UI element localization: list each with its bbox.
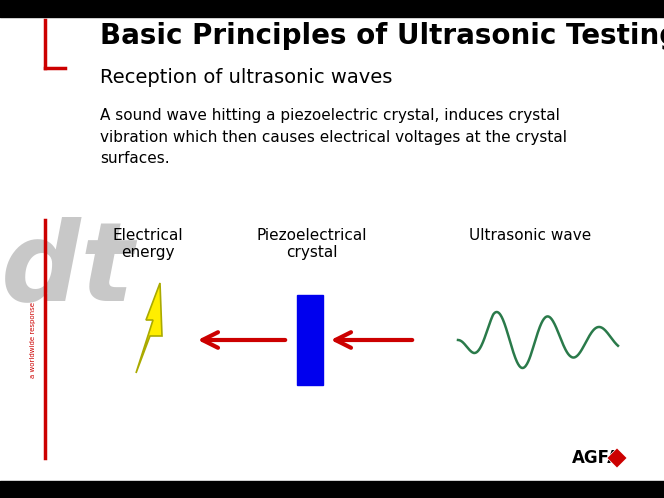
Text: Krautkramer NDT: Krautkramer NDT [277, 484, 387, 497]
Polygon shape [607, 448, 627, 468]
Text: Electrical
energy: Electrical energy [113, 228, 183, 260]
Text: Ultrasonic wave: Ultrasonic wave [469, 228, 591, 243]
Text: Basic Principles of Ultrasonic Testing: Basic Principles of Ultrasonic Testing [100, 22, 664, 50]
Polygon shape [136, 283, 162, 373]
Text: Piezoelectrical
crystal: Piezoelectrical crystal [257, 228, 367, 260]
Text: ndt: ndt [0, 217, 134, 324]
Text: A sound wave hitting a piezoelectric crystal, induces crystal
vibration which th: A sound wave hitting a piezoelectric cry… [100, 108, 567, 166]
Bar [297, 295, 323, 385]
Text: Reception of ultrasonic waves: Reception of ultrasonic waves [100, 68, 392, 87]
Text: a worldwide response: a worldwide response [30, 302, 36, 378]
Text: AGFA: AGFA [572, 449, 621, 467]
